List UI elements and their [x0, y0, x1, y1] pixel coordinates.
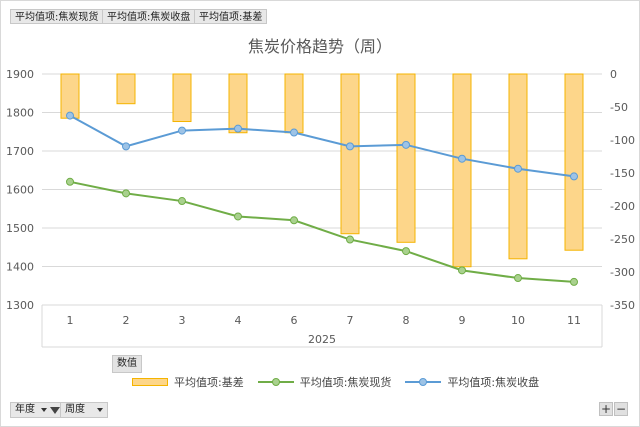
y-left-tick-label: 1700 — [6, 145, 34, 158]
point-coke-spot — [290, 216, 298, 225]
point-coke-spot — [66, 177, 74, 186]
x-tick-label: 10 — [511, 314, 525, 327]
point-coke-close — [570, 172, 578, 181]
field-button-coke-spot[interactable]: 平均值项:焦炭现货 — [10, 9, 104, 24]
y-right-tick-label: -300 — [610, 266, 635, 279]
point-coke-close — [290, 128, 298, 137]
y-left-tick-label: 1500 — [6, 222, 34, 235]
bar-basis — [452, 73, 472, 268]
y-left-tick-label: 1300 — [6, 299, 34, 312]
y-left-tick-label: 1600 — [6, 184, 34, 197]
legend-swatch-coke-close — [405, 377, 442, 387]
legend-item-coke-spot[interactable]: 平均值项:焦炭现货 — [257, 374, 392, 390]
bar-basis — [340, 73, 360, 235]
y-right-tick-label: 0 — [610, 68, 617, 81]
point-coke-close — [346, 142, 354, 151]
point-coke-close — [178, 126, 186, 135]
point-coke-close — [66, 111, 74, 120]
x-group-label: 2025 — [308, 333, 336, 346]
point-coke-spot — [570, 277, 578, 286]
point-coke-spot — [458, 266, 466, 275]
bar-basis — [172, 73, 192, 123]
x-tick-label: 6 — [291, 314, 298, 327]
chart-title: 焦炭价格趋势（周） — [248, 37, 392, 56]
dropdown-arrow-icon — [41, 408, 47, 412]
y-right-tick-label: -250 — [610, 233, 635, 246]
y-right-tick-label: -100 — [610, 134, 635, 147]
point-coke-spot — [122, 189, 130, 198]
bar-basis — [116, 73, 136, 105]
x-tick-label: 7 — [347, 314, 354, 327]
legend-item-basis[interactable]: 平均值项:基差 — [132, 374, 244, 390]
legend: 平均值项:基差 平均值项:焦炭现货 平均值项:焦炭收盘 — [132, 374, 553, 390]
filter-label-week: 周度 — [65, 404, 85, 415]
x-tick-label: 4 — [235, 314, 242, 327]
point-coke-spot — [178, 197, 186, 206]
point-coke-close — [234, 124, 242, 133]
filter-button-week[interactable]: 周度 — [60, 402, 108, 418]
point-coke-close — [514, 164, 522, 173]
x-tick-label: 1 — [67, 314, 74, 327]
legend-label-coke-close: 平均值项:焦炭收盘 — [447, 376, 540, 389]
point-coke-spot — [346, 235, 354, 244]
x-tick-label: 11 — [567, 314, 581, 327]
dropdown-arrow-icon — [97, 408, 103, 412]
point-coke-spot — [402, 247, 410, 256]
point-coke-close — [458, 154, 466, 163]
y-right-tick-label: -200 — [610, 200, 635, 213]
point-coke-spot — [514, 274, 522, 283]
x-tick-label: 8 — [403, 314, 410, 327]
bar-basis — [564, 73, 584, 251]
legend-swatch-basis — [132, 378, 168, 386]
bar-basis — [228, 73, 248, 134]
y-right-tick-label: -150 — [610, 167, 635, 180]
filter-button-year[interactable]: 年度 — [10, 402, 65, 418]
legend-label-coke-spot: 平均值项:焦炭现货 — [299, 376, 392, 389]
x-tick-label: 3 — [179, 314, 186, 327]
x-tick-label: 2 — [123, 314, 130, 327]
expand-button[interactable]: + — [599, 402, 613, 416]
line-coke-spot — [69, 180, 575, 283]
legend-item-coke-close[interactable]: 平均值项:焦炭收盘 — [405, 374, 539, 390]
filter-label-year: 年度 — [15, 404, 35, 415]
y-left-tick-label: 1400 — [6, 261, 34, 274]
y-right-tick-label: -350 — [610, 299, 635, 312]
legend-title-button[interactable]: 数值 — [112, 355, 142, 373]
x-tick-label: 9 — [459, 314, 466, 327]
point-coke-close — [402, 140, 410, 149]
legend-label-basis: 平均值项:基差 — [174, 376, 244, 389]
point-coke-close — [122, 142, 130, 151]
line-coke-close — [69, 114, 575, 178]
legend-swatch-coke-spot — [257, 377, 294, 387]
bar-basis — [284, 73, 304, 134]
y-left-tick-label: 1900 — [6, 68, 34, 81]
y-left-tick-label: 1800 — [6, 107, 34, 120]
field-button-basis[interactable]: 平均值项:基差 — [194, 9, 268, 24]
filter-funnel-icon — [50, 406, 60, 414]
chart-canvas: 1300 1400 1500 1600 1700 1800 1900 0 -50 -100 -150… — [6, 37, 635, 348]
bar-basis — [396, 73, 416, 243]
collapse-button[interactable]: − — [614, 402, 628, 416]
y-right-tick-label: -50 — [610, 101, 628, 114]
point-coke-spot — [234, 212, 242, 221]
